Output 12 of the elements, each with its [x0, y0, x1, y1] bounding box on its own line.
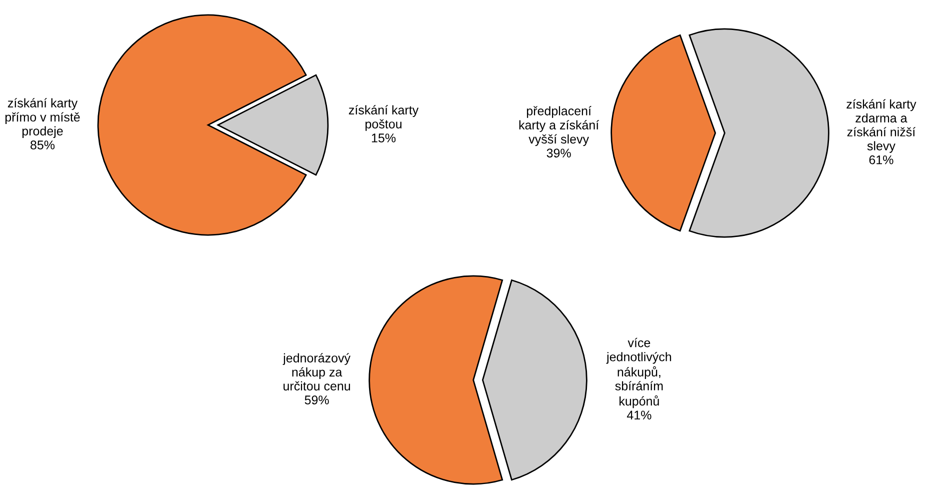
data-label: 85%	[30, 140, 55, 150]
slice-label: více jednotlivých nákupů, sbíráním kupónů	[606, 338, 672, 408]
data-label: 41%	[626, 410, 652, 420]
slice-label: získání karty poštou	[348, 105, 419, 131]
slice-label: získání karty přímo v místě prodeje	[5, 98, 80, 138]
data-label: 61%	[869, 155, 894, 164]
slice-label: získání karty zdarma a získání nižší slevy	[846, 99, 916, 153]
slice-label: předplacení karty a získání vyšší slevy	[519, 106, 600, 146]
data-label: 39%	[546, 148, 571, 158]
data-label: 15%	[372, 134, 396, 142]
slice-label: jednorázový nákup za určitou cenu	[282, 353, 350, 390]
data-label: 59%	[304, 396, 329, 404]
